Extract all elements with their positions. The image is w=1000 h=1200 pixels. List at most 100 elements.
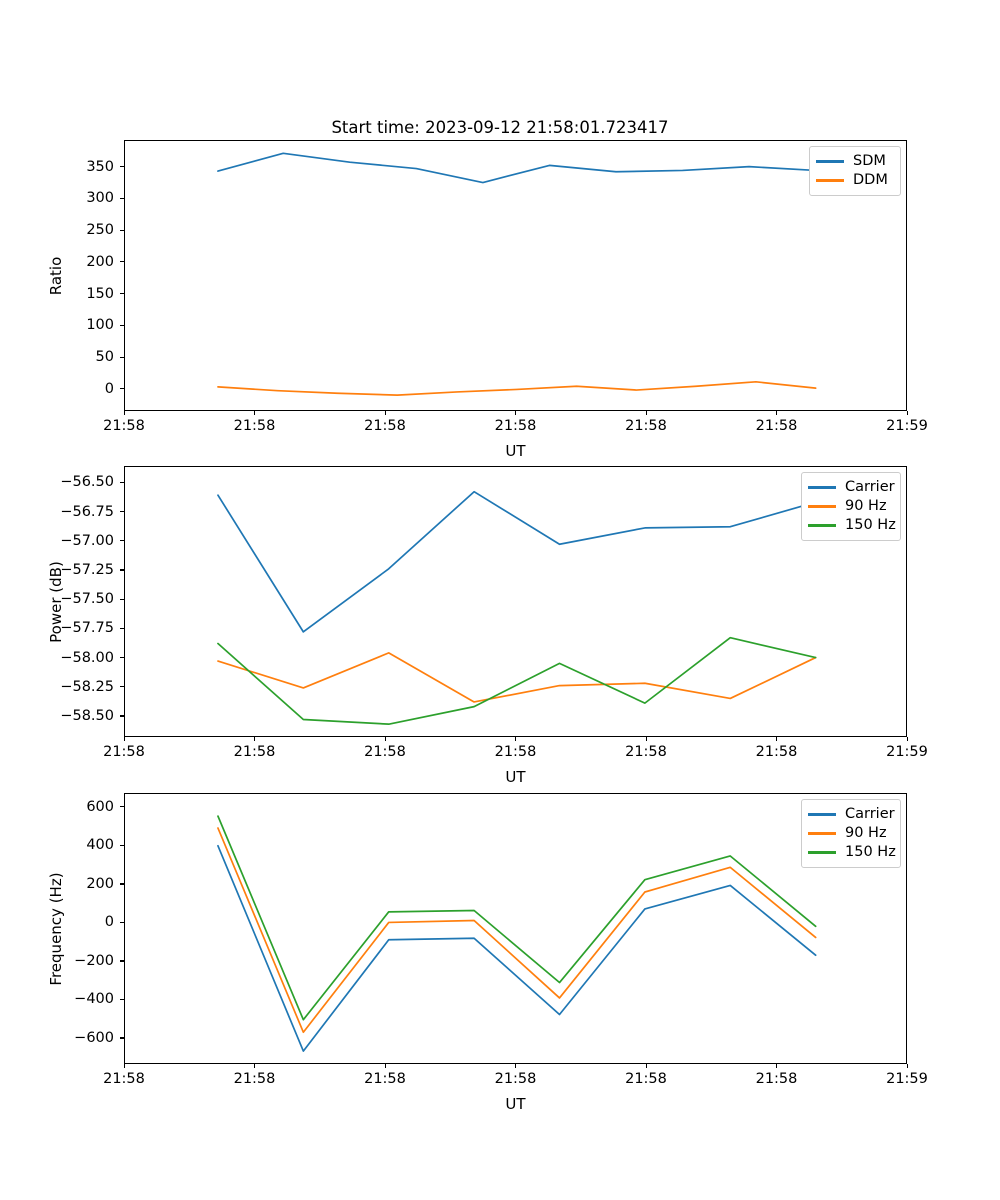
x-tick-label: 21:58 (755, 418, 798, 434)
y-tick-label: −57.75 (60, 620, 114, 637)
legend-label: Carrier (845, 479, 895, 496)
series-line-carrier (217, 490, 817, 633)
x-tick-label: 21:58 (103, 1071, 145, 1087)
ratio-x-axis-label: UT (505, 442, 526, 460)
y-tick-label: 50 (95, 349, 114, 366)
ratio-legend: SDM DDM (809, 146, 901, 196)
frequency-x-axis-label: UT (505, 1095, 526, 1113)
x-tick-label: 21:58 (233, 744, 276, 760)
y-tick-label: −56.75 (60, 503, 114, 520)
x-tick-label: 21:58 (625, 1071, 667, 1087)
y-tick-label: 400 (86, 837, 114, 854)
series-line-sdm (217, 152, 817, 184)
y-tick-label: −56.50 (60, 474, 114, 491)
legend-label: 150 Hz (845, 517, 896, 534)
x-tickmark (645, 411, 647, 415)
x-tickmark (776, 1064, 778, 1068)
ratio-plot-area (124, 140, 907, 411)
y-tickmark (120, 1037, 124, 1039)
y-tick-label: 300 (86, 190, 114, 207)
x-tick-label: 21:58 (103, 418, 145, 434)
legend-label: 90 Hz (845, 825, 887, 842)
y-tickmark (120, 844, 124, 846)
series-line-150-hz (217, 636, 817, 726)
x-tickmark (906, 737, 908, 741)
x-tickmark (384, 411, 386, 415)
y-tick-label: −58.00 (60, 649, 114, 666)
y-tick-label: 250 (86, 222, 114, 239)
series-line-ddm (217, 380, 817, 396)
x-tickmark (384, 737, 386, 741)
legend-swatch-150-hz (808, 851, 836, 854)
y-tick-label: 200 (86, 253, 114, 270)
x-tick-label: 21:59 (886, 1071, 928, 1087)
x-tick-label: 21:58 (364, 744, 406, 760)
x-tickmark (123, 737, 125, 741)
y-tick-label: −200 (74, 952, 114, 969)
y-tickmark (120, 921, 124, 924)
y-tickmark (120, 569, 124, 571)
x-tick-label: 21:58 (625, 744, 667, 760)
legend-entry: 90 Hz (808, 497, 894, 516)
frequency-legend: Carrier 90 Hz 150 Hz (801, 799, 901, 868)
y-tickmark (120, 511, 124, 513)
y-tick-label: −400 (74, 991, 114, 1008)
series-line-150-hz (217, 815, 817, 1021)
frequency-plot-area (124, 793, 907, 1064)
y-tickmark (120, 229, 124, 231)
legend-label: 90 Hz (845, 498, 887, 515)
legend-entry: 150 Hz (808, 516, 896, 535)
legend-swatch-150-hz (808, 524, 836, 527)
legend-entry: DDM (816, 171, 894, 190)
x-tickmark (254, 737, 256, 741)
x-tick-label: 21:58 (103, 744, 145, 760)
x-tick-label: 21:58 (755, 1071, 798, 1087)
legend-label: DDM (853, 172, 888, 189)
power-plot-area (124, 466, 907, 737)
legend-entry: Carrier (808, 478, 895, 497)
y-tickmark (120, 481, 124, 483)
legend-swatch-carrier (808, 486, 836, 489)
y-tickmark (120, 388, 124, 390)
x-tickmark (645, 737, 647, 741)
series-line-90-hz (217, 652, 817, 703)
x-tickmark (776, 737, 778, 741)
y-tickmark (120, 883, 124, 885)
y-tick-label: −57.50 (60, 591, 114, 608)
x-tickmark (515, 411, 517, 415)
y-tickmark (120, 598, 124, 600)
y-tickmark (120, 356, 124, 358)
y-tickmark (120, 261, 124, 263)
y-tick-label: −58.25 (60, 678, 114, 695)
y-tick-label: −58.50 (60, 707, 114, 724)
x-tick-label: 21:58 (494, 1071, 537, 1087)
x-tickmark (254, 411, 256, 415)
y-tick-label: 0 (104, 380, 114, 397)
power-legend: Carrier 90 Hz 150 Hz (801, 472, 901, 541)
x-tick-label: 21:58 (233, 418, 276, 434)
legend-entry: Carrier (808, 805, 895, 824)
x-tickmark (515, 737, 517, 741)
x-tick-label: 21:58 (625, 418, 667, 434)
y-tickmark (120, 324, 124, 326)
y-tickmark (120, 293, 124, 295)
legend-entry: 90 Hz (808, 824, 894, 843)
y-tickmark (120, 197, 124, 199)
y-tick-label: 200 (86, 875, 114, 892)
y-tickmark (120, 657, 124, 659)
y-tick-label: 150 (86, 285, 114, 302)
series-line-carrier (217, 844, 817, 1052)
y-tickmark (120, 960, 124, 962)
figure-title: Start time: 2023-09-12 21:58:01.723417 (331, 118, 669, 137)
x-tickmark (123, 1064, 125, 1068)
series-line-90-hz (217, 827, 817, 1034)
y-tickmark (120, 715, 124, 717)
y-tickmark (120, 540, 124, 542)
x-tick-label: 21:59 (886, 744, 928, 760)
x-tick-label: 21:58 (755, 744, 798, 760)
y-tick-label: 350 (86, 158, 114, 175)
